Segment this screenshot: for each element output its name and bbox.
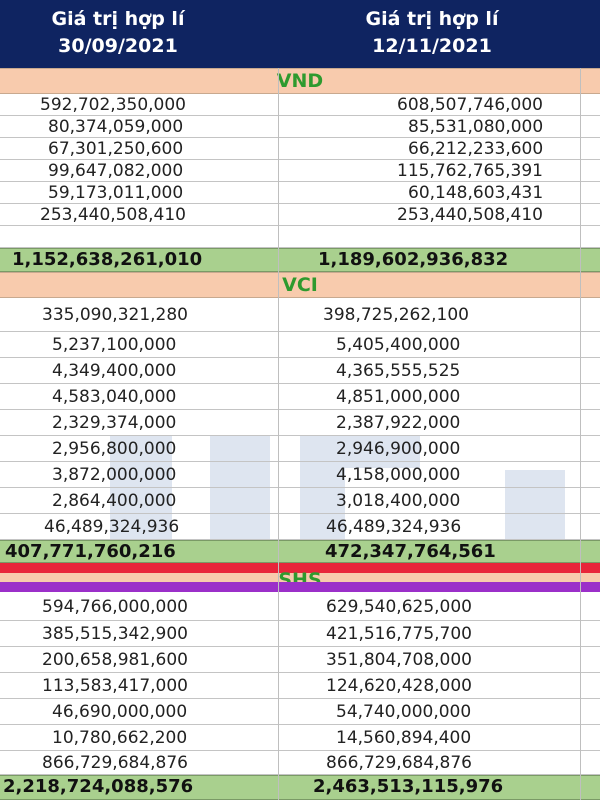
cell-value-1: 3,872,000,000	[52, 465, 177, 485]
table-row: 46,489,324,936 46,489,324,936	[0, 514, 600, 540]
cell-value-1: 46,489,324,936	[44, 517, 180, 537]
group-band-vci: VCI	[0, 272, 600, 298]
cell-value-2: 85,531,080,000	[408, 117, 544, 137]
cell-value-2: 866,729,684,876	[326, 753, 473, 773]
cell-value-1: 2,956,800,000	[52, 439, 177, 459]
group-total-row: 2,218,724,088,576 2,463,513,115,976	[0, 775, 600, 800]
highlight-stripe-red	[0, 563, 600, 573]
total-value-2: 2,463,513,115,976	[313, 776, 504, 797]
cell-value-2: 124,620,428,000	[326, 676, 473, 696]
total-value-2: 472,347,764,561	[325, 541, 496, 562]
table-row: 866,729,684,876 866,729,684,876	[0, 751, 600, 775]
cell-value-1: 67,301,250,600	[48, 139, 184, 159]
group-band-vnd: VND	[0, 68, 600, 94]
table-row: 2,864,400,000 3,018,400,000	[0, 488, 600, 514]
column-header-1: Giá trị hợp lí 30/09/2021	[51, 8, 185, 57]
cell-value-1: 4,349,400,000	[52, 361, 177, 381]
group-total-row: 407,771,760,216 472,347,764,561	[0, 540, 600, 563]
table-header: Giá trị hợp lí 30/09/2021 Giá trị hợp lí…	[0, 0, 600, 68]
cell-value-2: 398,725,262,100	[323, 305, 470, 325]
cell-value-2: 253,440,508,410	[397, 205, 544, 225]
cell-value-2: 421,516,775,700	[326, 624, 473, 644]
table-row: 113,583,417,000 124,620,428,000	[0, 673, 600, 699]
group-band-shs	[0, 573, 600, 582]
table-row: 594,766,000,000 629,540,625,000	[0, 594, 600, 621]
total-value-1: 1,152,638,261,010	[12, 249, 203, 270]
table-row: 4,583,040,000 4,851,000,000	[0, 384, 600, 410]
cell-value-2: 14,560,894,400	[336, 728, 472, 748]
cell-value-2: 4,158,000,000	[336, 465, 461, 485]
cell-value-1: 46,690,000,000	[52, 702, 188, 722]
highlight-stripe-purple	[0, 582, 600, 592]
table-row: 4,349,400,000 4,365,555,525	[0, 358, 600, 384]
cell-value-1: 200,658,981,600	[42, 650, 189, 670]
total-value-2: 1,189,602,936,832	[318, 249, 509, 270]
total-value-1: 407,771,760,216	[5, 541, 176, 562]
cell-value-1: 4,583,040,000	[52, 387, 177, 407]
group-label: VCI	[282, 274, 318, 296]
cell-value-2: 115,762,765,391	[397, 161, 544, 181]
table-row: 5,237,100,000 5,405,400,000	[0, 332, 600, 358]
table-row: 253,440,508,410 253,440,508,410	[0, 204, 600, 226]
cell-value-1: 99,647,082,000	[48, 161, 184, 181]
cell-value-2: 608,507,746,000	[397, 95, 544, 115]
cell-value-1: 335,090,321,280	[42, 305, 189, 325]
cell-value-2: 4,365,555,525	[336, 361, 461, 381]
group-total-row: 1,152,638,261,010 1,189,602,936,832	[0, 248, 600, 272]
cell-value-2: 3,018,400,000	[336, 491, 461, 511]
total-value-1: 2,218,724,088,576	[3, 776, 194, 797]
table-row: 10,780,662,200 14,560,894,400	[0, 725, 600, 751]
cell-value-1: 80,374,059,000	[48, 117, 184, 137]
cell-value-1: 113,583,417,000	[42, 676, 189, 696]
table-row: 80,374,059,000 85,531,080,000	[0, 116, 600, 138]
cell-value-2: 2,387,922,000	[336, 413, 461, 433]
cell-value-2: 46,489,324,936	[326, 517, 462, 537]
cell-value-2: 351,804,708,000	[326, 650, 473, 670]
cell-value-1: 385,515,342,900	[42, 624, 189, 644]
group-label: VND	[276, 70, 324, 92]
column-divider	[580, 68, 581, 800]
cell-value-2: 5,405,400,000	[336, 335, 461, 355]
cell-value-1: 10,780,662,200	[52, 728, 188, 748]
cell-value-1: 2,864,400,000	[52, 491, 177, 511]
table-row: 67,301,250,600 66,212,233,600	[0, 138, 600, 160]
table-row: 2,329,374,000 2,387,922,000	[0, 410, 600, 436]
table-row-blank	[0, 226, 600, 248]
table-row: 46,690,000,000 54,740,000,000	[0, 699, 600, 725]
cell-value-1: 59,173,011,000	[48, 183, 184, 203]
cell-value-1: 5,237,100,000	[52, 335, 177, 355]
cell-value-2: 54,740,000,000	[336, 702, 472, 722]
cell-value-1: 2,329,374,000	[52, 413, 177, 433]
table-row: 335,090,321,280 398,725,262,100	[0, 298, 600, 332]
table-row: 200,658,981,600 351,804,708,000	[0, 647, 600, 673]
cell-value-2: 66,212,233,600	[408, 139, 544, 159]
cell-value-1: 592,702,350,000	[40, 95, 187, 115]
cell-value-2: 2,946,900,000	[336, 439, 461, 459]
table-row: 2,956,800,000 2,946,900,000	[0, 436, 600, 462]
table-row: 385,515,342,900 421,516,775,700	[0, 621, 600, 647]
cell-value-1: 866,729,684,876	[42, 753, 189, 773]
cell-value-2: 4,851,000,000	[336, 387, 461, 407]
cell-value-1: 594,766,000,000	[42, 597, 189, 617]
cell-value-2: 60,148,603,431	[408, 183, 544, 203]
table-row: 3,872,000,000 4,158,000,000	[0, 462, 600, 488]
table-row: 592,702,350,000 608,507,746,000	[0, 94, 600, 116]
table-row: 59,173,011,000 60,148,603,431	[0, 182, 600, 204]
column-divider	[278, 68, 279, 800]
cell-value-1: 253,440,508,410	[40, 205, 187, 225]
column-header-2: Giá trị hợp lí 12/11/2021	[365, 8, 499, 57]
cell-value-2: 629,540,625,000	[326, 597, 473, 617]
table-row: 99,647,082,000 115,762,765,391	[0, 160, 600, 182]
